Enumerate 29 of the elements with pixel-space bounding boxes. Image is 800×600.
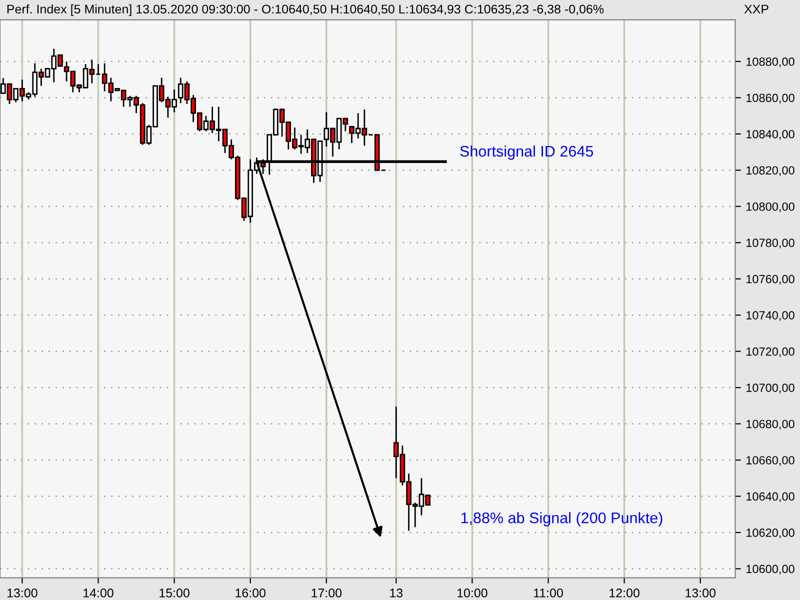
y-tick-label: 10640,00 xyxy=(746,492,794,502)
x-tick-label: 15:00 xyxy=(160,588,190,598)
x-tick-label: 14:00 xyxy=(84,588,114,598)
x-tick-label: 11:00 xyxy=(534,588,563,598)
y-tick-label: 10620,00 xyxy=(746,528,794,538)
y-tick-label: 10800,00 xyxy=(746,202,794,212)
y-tick-label: 10660,00 xyxy=(746,456,794,466)
y-tick-label: 10820,00 xyxy=(746,166,794,176)
x-tick-label: 10:00 xyxy=(457,588,488,598)
y-tick-label: 10880,00 xyxy=(746,58,794,68)
y-tick-label: 10860,00 xyxy=(746,94,794,104)
ref-line-label: Shortsignal ID 2645 xyxy=(460,145,594,160)
y-tick-label: 10760,00 xyxy=(746,274,794,285)
y-tick-label: 10720,00 xyxy=(746,347,794,358)
x-tick-label: 12:00 xyxy=(610,588,640,598)
x-tick-label: 13:00 xyxy=(686,588,716,598)
y-tick-label: 10740,00 xyxy=(746,311,794,321)
y-tick-label: 10680,00 xyxy=(746,420,794,430)
y-tick-label: 10840,00 xyxy=(746,130,794,140)
y-tick-label: 10780,00 xyxy=(746,238,794,248)
y-tick-label: 10600,00 xyxy=(746,564,794,575)
text: XXP xyxy=(744,4,768,14)
chart-title: Perf. Index [5 Minuten] 13.05.2020 09:30:00 - O:10640,50 H:10640,50 L:10634,93 C:10635,23 -6,38 -0,06% xyxy=(7,4,604,16)
x-tick-label: 13:00 xyxy=(7,588,38,598)
y-tick-label: 10700,00 xyxy=(746,384,794,394)
x-tick-label: 13 xyxy=(390,588,403,598)
x-tick-label: 17:00 xyxy=(312,588,342,598)
annotation: 1,88% ab Signal (200 Punkte) xyxy=(461,512,662,526)
x-tick-label: 16:00 xyxy=(236,588,266,598)
